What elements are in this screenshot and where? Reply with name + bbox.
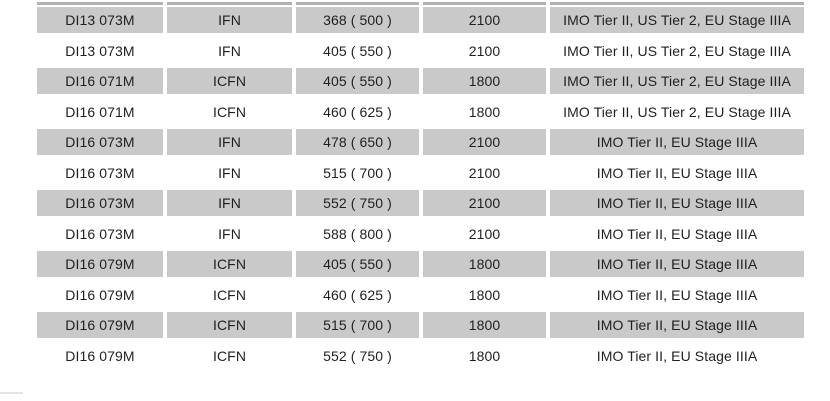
cell-power-output: 515 ( 700 ) — [323, 164, 392, 181]
cell-power-output: 405 ( 550 ) — [296, 251, 419, 277]
table-row: DI16 073M IFN 552 ( 750 ) 2100 IMO Tier … — [37, 190, 804, 216]
cell-engine-model: DI16 079M — [65, 286, 135, 303]
header-remnant-cell — [550, 2, 804, 5]
cell-power-output: 405 ( 550 ) — [296, 68, 419, 94]
cell-rpm: 2100 — [423, 7, 546, 33]
cell-rpm: 1800 — [423, 251, 546, 277]
cell-rpm: 2100 — [423, 190, 546, 216]
cell-emission-standards: IMO Tier II, EU Stage IIIA — [596, 347, 758, 364]
cell-emission-standards: IMO Tier II, EU Stage IIIA — [596, 164, 758, 181]
cell-engine-model: DI16 073M — [37, 190, 163, 216]
page-corner-mark — [0, 392, 23, 394]
cell-emission-standards: IMO Tier II, EU Stage IIIA — [550, 190, 804, 216]
cell-power-output: 368 ( 500 ) — [296, 7, 419, 33]
header-remnant-cell — [37, 2, 163, 5]
cell-rating-type: ICFN — [167, 251, 292, 277]
cell-power-output: 552 ( 750 ) — [296, 190, 419, 216]
cell-rating-type: IFN — [218, 164, 241, 181]
cell-rating-type: ICFN — [212, 347, 247, 364]
cell-rpm: 2100 — [423, 129, 546, 155]
cell-rating-type: IFN — [167, 7, 292, 33]
cell-power-output: 460 ( 625 ) — [323, 286, 392, 303]
header-remnant-cell — [296, 2, 419, 5]
table-row: DI16 073M IFN 588 ( 800 ) 2100 IMO Tier … — [37, 221, 804, 247]
cell-rating-type: IFN — [218, 225, 241, 242]
cell-engine-model: DI16 073M — [37, 129, 163, 155]
cell-power-output: 405 ( 550 ) — [323, 42, 392, 59]
cropped-header-row-remnant — [37, 2, 804, 5]
cell-power-output: 460 ( 625 ) — [323, 103, 392, 120]
cell-emission-standards: IMO Tier II, US Tier 2, EU Stage IIIA — [563, 103, 791, 120]
cell-rating-type: ICFN — [167, 312, 292, 338]
cell-emission-standards: IMO Tier II, EU Stage IIIA — [550, 129, 804, 155]
cell-rating-type: IFN — [167, 129, 292, 155]
cell-emission-standards: IMO Tier II, EU Stage IIIA — [596, 286, 758, 303]
cell-engine-model: DI16 079M — [65, 347, 135, 364]
table-row: DI16 071M ICFN 405 ( 550 ) 1800 IMO Tier… — [37, 68, 804, 94]
cell-engine-model: DI16 071M — [37, 68, 163, 94]
cell-emission-standards: IMO Tier II, US Tier 2, EU Stage IIIA — [550, 68, 804, 94]
table-row: DI16 079M ICFN 460 ( 625 ) 1800 IMO Tier… — [37, 282, 804, 308]
header-remnant-cell — [423, 2, 546, 5]
cell-engine-model: DI16 079M — [37, 312, 163, 338]
cell-rpm: 1800 — [423, 312, 546, 338]
cell-rating-type: IFN — [218, 42, 241, 59]
table-row: DI16 071M ICFN 460 ( 625 ) 1800 IMO Tier… — [37, 99, 804, 125]
cell-power-output: 588 ( 800 ) — [323, 225, 392, 242]
cell-rating-type: ICFN — [167, 68, 292, 94]
cell-engine-model: DI13 073M — [37, 7, 163, 33]
cell-rpm: 2100 — [468, 42, 501, 59]
cell-engine-model: DI13 073M — [65, 42, 135, 59]
table-row: DI16 079M ICFN 515 ( 700 ) 1800 IMO Tier… — [37, 312, 804, 338]
cell-emission-standards: IMO Tier II, EU Stage IIIA — [550, 312, 804, 338]
cell-rating-type: ICFN — [212, 286, 247, 303]
cell-rating-type: IFN — [167, 190, 292, 216]
cell-engine-model: DI16 073M — [65, 225, 135, 242]
cell-power-output: 478 ( 650 ) — [296, 129, 419, 155]
engine-spec-table: DI13 073M IFN 368 ( 500 ) 2100 IMO Tier … — [37, 7, 804, 373]
cell-engine-model: DI16 073M — [65, 164, 135, 181]
cell-rpm: 2100 — [468, 225, 501, 242]
cell-engine-model: DI16 071M — [65, 103, 135, 120]
table-row: DI16 079M ICFN 552 ( 750 ) 1800 IMO Tier… — [37, 343, 804, 369]
table-row: DI16 079M ICFN 405 ( 550 ) 1800 IMO Tier… — [37, 251, 804, 277]
table-row: DI16 073M IFN 478 ( 650 ) 2100 IMO Tier … — [37, 129, 804, 155]
cell-rpm: 2100 — [468, 164, 501, 181]
cell-rpm: 1800 — [468, 103, 501, 120]
cell-emission-standards: IMO Tier II, US Tier 2, EU Stage IIIA — [550, 7, 804, 33]
cell-emission-standards: IMO Tier II, EU Stage IIIA — [550, 251, 804, 277]
cell-power-output: 515 ( 700 ) — [296, 312, 419, 338]
cell-emission-standards: IMO Tier II, US Tier 2, EU Stage IIIA — [563, 42, 791, 59]
header-remnant-cell — [167, 2, 292, 5]
cell-rpm: 1800 — [423, 68, 546, 94]
table-row: DI13 073M IFN 405 ( 550 ) 2100 IMO Tier … — [37, 38, 804, 64]
cell-rpm: 1800 — [468, 347, 501, 364]
cell-emission-standards: IMO Tier II, EU Stage IIIA — [596, 225, 758, 242]
cell-rpm: 1800 — [468, 286, 501, 303]
table-row: DI13 073M IFN 368 ( 500 ) 2100 IMO Tier … — [37, 7, 804, 33]
table-row: DI16 073M IFN 515 ( 700 ) 2100 IMO Tier … — [37, 160, 804, 186]
cell-power-output: 552 ( 750 ) — [323, 347, 392, 364]
cell-rating-type: ICFN — [212, 103, 247, 120]
cell-engine-model: DI16 079M — [37, 251, 163, 277]
